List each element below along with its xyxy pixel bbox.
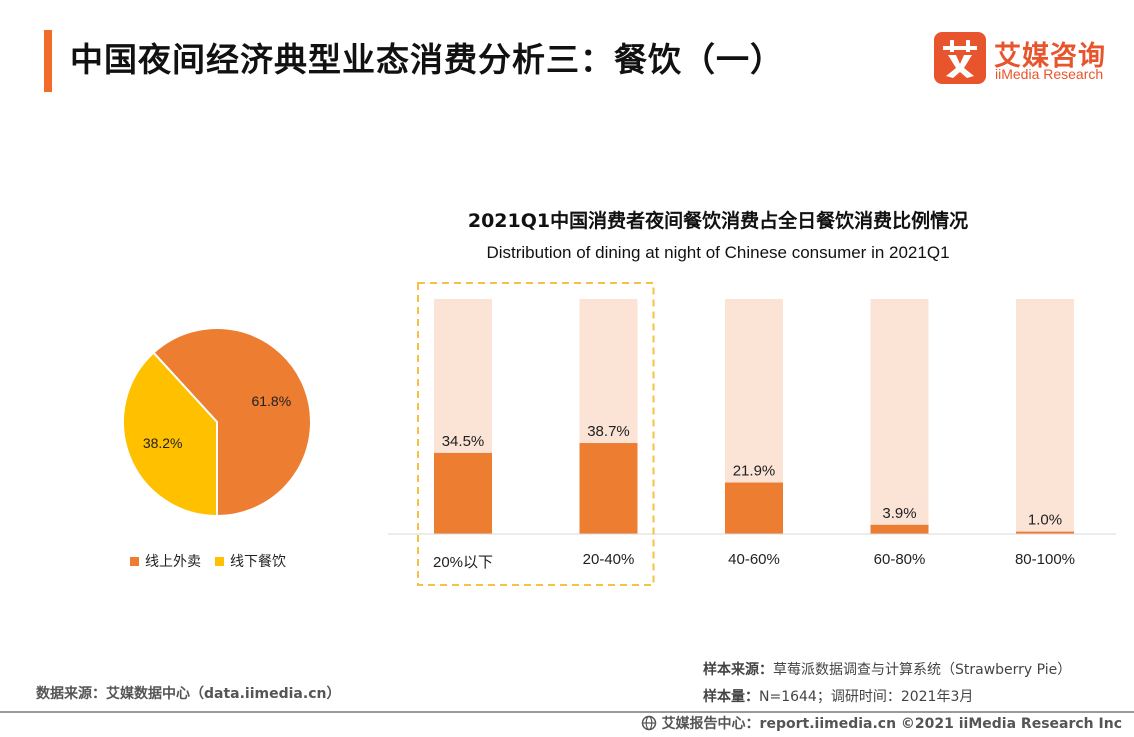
brand-logo[interactable]: 艾媒咨询 iiMedia Research — [934, 32, 1124, 88]
bar-4 — [1016, 531, 1074, 534]
pie-slice-1 — [122, 351, 218, 518]
pie-legend: 线上外卖 线下餐饮 — [130, 551, 300, 571]
bar-chart: 34.5% 20%以下 38.7% 20-40% 21.9% 40-60% 3.9% 60-8… — [388, 282, 1116, 586]
sample-source-label: 样本来源： — [703, 662, 773, 678]
pie-chart: 61.8% 38.2% — [122, 327, 312, 518]
pie-data-label-0: 61.8% — [251, 393, 291, 409]
legend-swatch-online — [130, 556, 139, 566]
bar-background-3 — [870, 299, 929, 534]
logo-text-cn: 艾媒咨询 — [994, 41, 1106, 72]
x-tick-label-1: 20-40% — [583, 551, 635, 568]
pie-slice-0 — [152, 327, 312, 518]
chart-title: 2021Q1中国消费者夜间餐饮消费占全日餐饮消费比例情况 — [467, 210, 969, 232]
bar-0 — [434, 452, 492, 534]
sample-size: 样本量：N=1644；调研时间：2021年3月 — [703, 686, 973, 706]
bar-data-label-0: 34.5% — [442, 433, 485, 450]
bar-data-label-2: 21.9% — [733, 463, 776, 480]
sample-source: 样本来源：草莓派数据调查与计算系统（Strawberry Pie） — [703, 659, 1071, 679]
x-tick-label-2: 40-60% — [728, 551, 780, 568]
chart-subtitle: Distribution of dining at night of Chine… — [486, 243, 950, 262]
bar-data-label-1: 38.7% — [587, 423, 630, 440]
pie-data-label-1: 38.2% — [143, 435, 183, 451]
legend-swatch-offline — [215, 556, 224, 566]
x-tick-label-4: 80-100% — [1015, 551, 1075, 568]
logo-text-en: iiMedia Research — [995, 66, 1104, 82]
bar-background-4 — [1016, 299, 1074, 534]
footer-divider — [0, 711, 1134, 713]
bar-1 — [579, 443, 638, 534]
data-source: 数据来源：艾媒数据中心（data.iimedia.cn） — [36, 686, 341, 702]
highlight-dashed-box — [417, 282, 655, 586]
sample-size-label: 样本量： — [703, 689, 759, 705]
legend-item-offline: 线下餐饮 — [215, 551, 286, 571]
logo-mark-icon — [934, 32, 986, 84]
bar-2 — [725, 482, 783, 534]
footer: 艾媒报告中心：report.iimedia.cn ©2021 iiMedia R… — [641, 713, 1122, 733]
footer-text: 艾媒报告中心：report.iimedia.cn ©2021 iiMedia R… — [661, 716, 1122, 732]
legend-label-offline: 线下餐饮 — [230, 554, 286, 570]
sample-source-value: 草莓派数据调查与计算系统（Strawberry Pie） — [773, 662, 1072, 678]
bar-3 — [870, 524, 929, 534]
sample-size-value: N=1644；调研时间：2021年3月 — [759, 689, 974, 705]
legend-item-online: 线上外卖 — [130, 551, 201, 571]
x-tick-label-3: 60-80% — [874, 551, 926, 568]
page-title: 中国夜间经济典型业态消费分析三：餐饮（一） — [70, 40, 784, 79]
legend-label-online: 线上外卖 — [145, 554, 201, 570]
bar-data-label-3: 3.9% — [882, 505, 916, 522]
x-tick-label-0: 20%以下 — [433, 554, 493, 571]
bar-data-label-4: 1.0% — [1028, 512, 1062, 529]
globe-icon — [641, 715, 656, 731]
title-accent-bar — [44, 30, 52, 92]
